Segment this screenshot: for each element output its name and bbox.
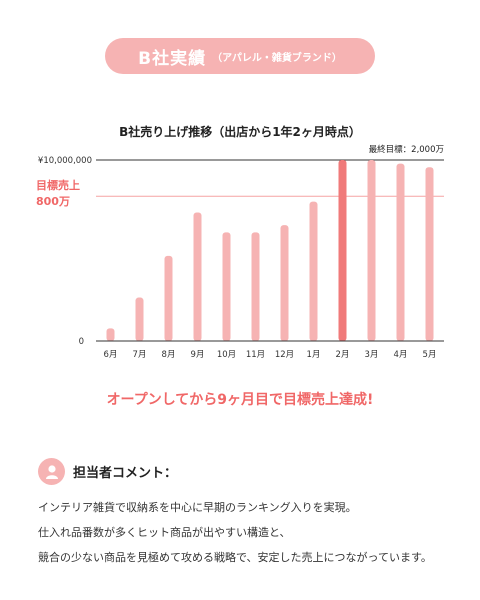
x-tick-label: 4月 [394,350,408,360]
sales-bar-chart: 6月 7月 8月 9月 10月 11月 12月 1月 2月 3月 4月 5月 0 ¥10,000,000 [38,156,444,360]
bar [280,225,289,341]
target-sales-text: 目標売上 [36,179,80,192]
x-tick-label: 2月 [336,350,350,360]
x-tick-label: 3月 [365,350,379,360]
x-tick-label: 7月 [133,350,147,360]
target-sales-label: 目標売上 800万 [36,178,80,210]
x-tick-label: 12月 [275,350,294,360]
bar [425,167,434,341]
bar [338,160,347,341]
bar [251,232,260,341]
comment-line: インテリア雑貨で収納系を中心に早期のランキング入りを実現。 [38,501,357,514]
comment-line: 競合の少ない商品を見極めて攻める戦略で、安定した売上につながっています。 [38,551,432,564]
person-icon [38,458,65,485]
comment-body: インテリア雑貨で収納系を中心に早期のランキング入りを実現。 仕入れ品番数が多くヒ… [38,495,432,570]
x-tick-label: 5月 [423,350,437,360]
y-tick-label: ¥10,000,000 [38,156,92,166]
achievement-tagline: オープンしてから9ヶ月目で目標売上達成! [106,392,374,408]
comment-line: 仕入れ品番数が多くヒット商品が出やすい構造と、 [38,526,291,539]
header-title: B社実績 [138,48,207,69]
bar [309,201,318,341]
bar [367,160,376,341]
bar [135,297,144,341]
header-pill: B社実績 （アパレル・雑貨ブランド） [105,38,375,74]
bar [193,212,202,341]
target-sales-value: 800万 [36,195,70,208]
x-tick-label: 10月 [217,350,236,360]
final-target-label: 最終目標：2,000万 [368,145,444,155]
header-subtitle: （アパレル・雑貨ブランド） [212,52,342,64]
bar [222,232,231,341]
comment-title: 担当者コメント： [73,466,178,481]
bar [164,255,173,341]
bar [396,163,405,341]
x-tick-label: 6月 [104,350,118,360]
comment-header: 担当者コメント： [38,458,177,485]
chart-title: B社売り上げ推移（出店から1年2ヶ月時点） [119,125,361,139]
y-tick-label: 0 [79,337,84,347]
x-tick-label: 1月 [307,350,321,360]
bar [106,328,115,341]
x-tick-label: 8月 [162,350,176,360]
x-tick-label: 11月 [246,350,265,360]
x-tick-label: 9月 [191,350,205,360]
